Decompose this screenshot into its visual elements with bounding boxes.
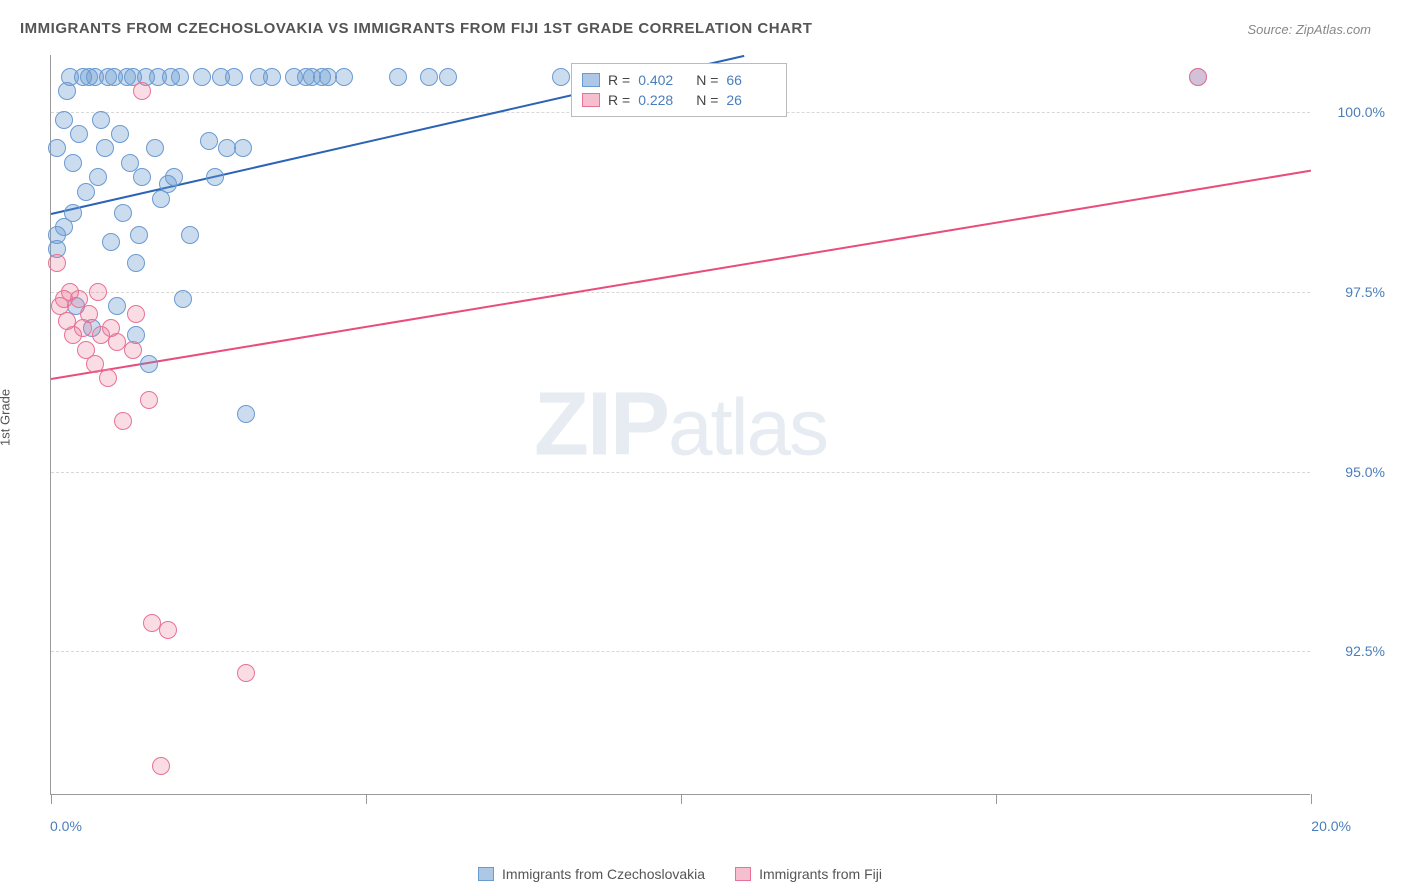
n-label: N =	[696, 92, 718, 108]
scatter-marker-a	[111, 125, 129, 143]
stats-row-a: R = 0.402 N = 66	[582, 70, 776, 90]
scatter-marker-b	[140, 391, 158, 409]
scatter-marker-b	[159, 621, 177, 639]
stats-box: R = 0.402 N = 66 R = 0.228 N = 26	[571, 63, 787, 117]
scatter-marker-a	[130, 226, 148, 244]
n-value-b: 26	[726, 92, 776, 108]
scatter-marker-a	[174, 290, 192, 308]
legend-item-b: Immigrants from Fiji	[735, 866, 882, 882]
y-tick-label: 100.0%	[1338, 104, 1385, 120]
scatter-marker-a	[552, 68, 570, 86]
gridline-h	[51, 292, 1310, 293]
scatter-marker-b	[1189, 68, 1207, 86]
r-value-b: 0.228	[638, 92, 688, 108]
r-value-a: 0.402	[638, 72, 688, 88]
legend-swatch-a	[478, 867, 494, 881]
r-label: R =	[608, 92, 630, 108]
x-tick-min: 0.0%	[50, 818, 82, 834]
scatter-marker-b	[152, 757, 170, 775]
watermark: ZIPatlas	[534, 373, 827, 476]
scatter-marker-a	[70, 125, 88, 143]
gridline-h	[51, 472, 1310, 473]
scatter-marker-a	[114, 204, 132, 222]
plot-area: ZIPatlas 92.5%95.0%97.5%100.0% R = 0.402…	[50, 55, 1310, 795]
scatter-marker-a	[64, 204, 82, 222]
watermark-bold: ZIP	[534, 374, 668, 474]
legend-swatch-b	[735, 867, 751, 881]
y-axis-label: 1st Grade	[0, 389, 13, 446]
gridline-h	[51, 651, 1310, 652]
x-tick	[366, 794, 367, 804]
legend-label-b: Immigrants from Fiji	[759, 866, 882, 882]
scatter-marker-a	[193, 68, 211, 86]
scatter-marker-a	[127, 254, 145, 272]
scatter-marker-a	[171, 68, 189, 86]
stats-swatch-a	[582, 73, 600, 87]
scatter-marker-a	[64, 154, 82, 172]
scatter-marker-a	[146, 139, 164, 157]
scatter-marker-a	[89, 168, 107, 186]
legend-label-a: Immigrants from Czechoslovakia	[502, 866, 705, 882]
watermark-rest: atlas	[668, 382, 827, 471]
stats-row-b: R = 0.228 N = 26	[582, 90, 776, 110]
scatter-marker-a	[263, 68, 281, 86]
x-tick-max: 20.0%	[1311, 818, 1351, 834]
scatter-marker-a	[108, 297, 126, 315]
scatter-marker-a	[234, 139, 252, 157]
scatter-marker-b	[127, 305, 145, 323]
x-tick	[1311, 794, 1312, 804]
scatter-marker-a	[335, 68, 353, 86]
r-label: R =	[608, 72, 630, 88]
scatter-marker-a	[225, 68, 243, 86]
scatter-marker-b	[237, 664, 255, 682]
n-label: N =	[696, 72, 718, 88]
scatter-marker-a	[55, 111, 73, 129]
stats-swatch-b	[582, 93, 600, 107]
scatter-marker-a	[420, 68, 438, 86]
scatter-marker-a	[48, 139, 66, 157]
scatter-marker-a	[206, 168, 224, 186]
scatter-marker-a	[133, 168, 151, 186]
bottom-legend: Immigrants from Czechoslovakia Immigrant…	[50, 866, 1310, 882]
scatter-marker-b	[124, 341, 142, 359]
y-tick-label: 95.0%	[1345, 464, 1385, 480]
legend-item-a: Immigrants from Czechoslovakia	[478, 866, 705, 882]
source-label: Source: ZipAtlas.com	[1247, 22, 1371, 37]
y-tick-label: 97.5%	[1345, 284, 1385, 300]
scatter-marker-a	[140, 355, 158, 373]
scatter-marker-a	[237, 405, 255, 423]
scatter-marker-b	[99, 369, 117, 387]
y-tick-label: 92.5%	[1345, 643, 1385, 659]
scatter-marker-a	[96, 139, 114, 157]
scatter-marker-a	[165, 168, 183, 186]
chart-title: IMMIGRANTS FROM CZECHOSLOVAKIA VS IMMIGR…	[20, 20, 812, 37]
scatter-marker-a	[102, 233, 120, 251]
scatter-marker-b	[89, 283, 107, 301]
n-value-a: 66	[726, 72, 776, 88]
x-tick	[51, 794, 52, 804]
scatter-marker-a	[439, 68, 457, 86]
scatter-marker-b	[114, 412, 132, 430]
scatter-marker-a	[92, 111, 110, 129]
scatter-marker-b	[133, 82, 151, 100]
trend-line-b	[51, 170, 1311, 380]
scatter-marker-a	[389, 68, 407, 86]
x-tick	[681, 794, 682, 804]
scatter-marker-b	[80, 305, 98, 323]
scatter-marker-a	[77, 183, 95, 201]
scatter-marker-a	[200, 132, 218, 150]
x-tick	[996, 794, 997, 804]
scatter-marker-a	[181, 226, 199, 244]
scatter-marker-b	[48, 254, 66, 272]
